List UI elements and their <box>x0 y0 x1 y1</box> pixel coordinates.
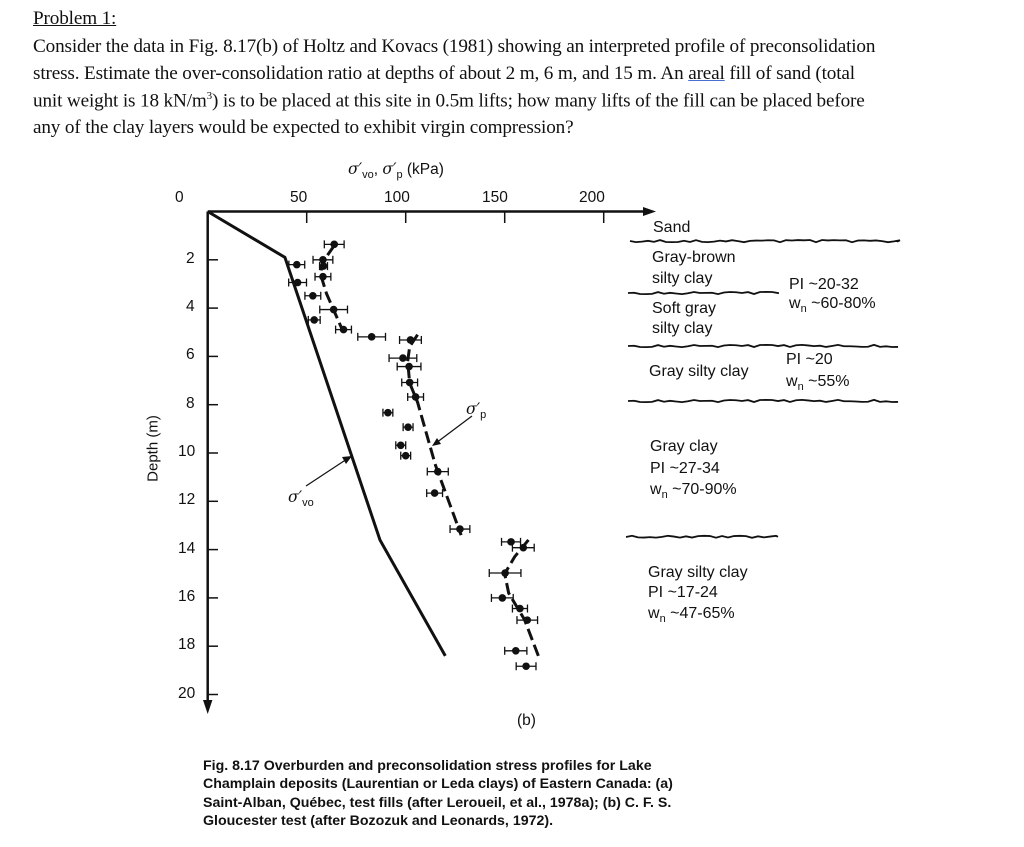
x-tick-label: 0 <box>175 189 184 206</box>
data-point <box>319 255 327 264</box>
data-point <box>339 325 348 334</box>
data-point <box>329 305 338 314</box>
x-tick-label: 50 <box>290 189 308 206</box>
y-tick-label: 16 <box>178 587 196 605</box>
pi-upper: PI ~20-32 <box>789 276 859 293</box>
layer-gray-silty-clay-lower: Gray silty clay <box>648 564 748 581</box>
layer-gray-brown-2: silty clay <box>652 270 713 287</box>
y-tick-label: 20 <box>178 684 196 702</box>
x-tick-label: 150 <box>482 189 508 206</box>
data-point <box>411 393 420 401</box>
data-point <box>309 291 317 300</box>
layer-gray-silty-clay: Gray silty clay <box>649 363 749 380</box>
y-tick-label: 6 <box>186 346 195 364</box>
caption-line: Fig. 8.17 Overburden and preconsolidatio… <box>203 758 652 774</box>
problem-line-2: stress. Estimate the over-consolidation … <box>33 63 855 85</box>
sigma-vo-label: σ′vo <box>288 488 314 509</box>
data-point <box>310 316 319 324</box>
sigma-vo-line <box>206 210 447 657</box>
layer-boundary <box>627 291 779 296</box>
data-point <box>430 489 439 497</box>
caption-line: Champlain deposits (Laurentian or Leda c… <box>203 776 673 793</box>
layer-soft-gray-2: silty clay <box>652 320 713 337</box>
layer-sand: Sand <box>653 219 691 236</box>
y-axis-arrow <box>203 700 213 714</box>
problem-title: Problem 1: <box>33 8 117 29</box>
problem-line-3: unit weight is 18 kN/m3) is to be placed… <box>33 90 865 112</box>
data-point <box>522 662 530 671</box>
data-point <box>384 408 392 417</box>
data-point <box>367 333 376 341</box>
problem-line-3-text: unit weight is 18 kN/m <box>33 90 207 112</box>
problem-line-4: any of the clay layers would be expected… <box>33 117 574 138</box>
wn-lower: wn ~47-65% <box>648 605 735 625</box>
problem-line-3-rest: ) is to be placed at this site in 0.5m l… <box>212 90 865 112</box>
problem-line-1: Consider the data in Fig. 8.17(b) of Hol… <box>33 36 876 57</box>
pi-lower: PI ~17-24 <box>648 584 718 601</box>
layer-gray-clay: Gray clay <box>650 438 718 455</box>
data-point <box>405 362 413 371</box>
wn-mid: wn ~55% <box>786 373 850 393</box>
layer-boundary <box>627 398 899 404</box>
pi-mid: PI ~20 <box>786 351 833 368</box>
x-axis-arrow <box>643 207 656 216</box>
data-point <box>404 423 412 431</box>
data-point <box>293 278 302 287</box>
x-tick-label: 100 <box>384 189 410 206</box>
y-tick-label: 14 <box>178 539 196 557</box>
layer-boundary <box>625 534 779 539</box>
layer-boundary <box>627 343 899 349</box>
data-point <box>405 378 414 387</box>
sigma-p-dashed-line <box>406 333 463 536</box>
x-axis-title: σ′vo, σ′p (kPa) <box>348 160 444 181</box>
sigma-vo-arrowhead <box>342 456 352 464</box>
caption-line: Saint-Alban, Québec, test fills (after L… <box>203 794 672 811</box>
y-tick-label: 4 <box>186 298 195 316</box>
data-point <box>507 538 515 546</box>
sigma-p-label: σ′p <box>466 400 487 421</box>
data-point <box>523 616 532 624</box>
layer-soft-gray-1: Soft gray <box>652 300 717 317</box>
data-point <box>456 525 464 533</box>
wn-gray-clay: wn ~70-90% <box>650 481 737 501</box>
data-point <box>330 240 339 249</box>
superscript: 3 <box>206 90 213 102</box>
figure-caption: Fig. 8.17 Overburden and preconsolidatio… <box>203 757 673 830</box>
data-point <box>399 354 407 362</box>
data-point <box>293 260 301 269</box>
data-point <box>519 543 528 552</box>
data-point <box>511 646 520 655</box>
data-point <box>319 272 327 281</box>
data-point <box>319 262 328 270</box>
problem-line-2-text: stress. Estimate the over-consolidation … <box>33 63 689 84</box>
data-point <box>406 336 415 344</box>
layer-boundary <box>629 239 901 244</box>
panel-label: (b) <box>517 712 536 729</box>
layer-gray-brown-1: Gray-brown <box>652 249 736 266</box>
sigma-p-dashed-line <box>503 538 540 657</box>
sigma-p-arrow <box>435 415 473 444</box>
y-tick-label: 18 <box>178 636 196 654</box>
sigma-p-arrowhead <box>432 438 441 446</box>
data-point <box>498 594 507 602</box>
spellcheck-word: areal <box>688 63 725 84</box>
caption-line: Gloucester test (after Bozozuk and Leona… <box>203 812 554 829</box>
y-tick-label: 10 <box>178 443 196 460</box>
y-axis-label: Depth (m) <box>144 415 162 482</box>
problem-line-2-rest: fill of sand (total <box>724 63 855 84</box>
data-point <box>401 451 410 460</box>
x-tick-label: 200 <box>579 189 605 206</box>
data-point <box>396 441 405 450</box>
y-tick-label: 12 <box>178 491 196 509</box>
y-tick-label: 2 <box>186 249 195 267</box>
y-tick-label: 8 <box>186 394 195 412</box>
pi-gray-clay: PI ~27-34 <box>650 460 720 477</box>
wn-upper: wn ~60-80% <box>789 295 876 315</box>
data-point <box>433 467 442 476</box>
sigma-vo-arrow <box>305 458 348 487</box>
data-point <box>516 604 524 613</box>
data-point <box>501 569 509 577</box>
